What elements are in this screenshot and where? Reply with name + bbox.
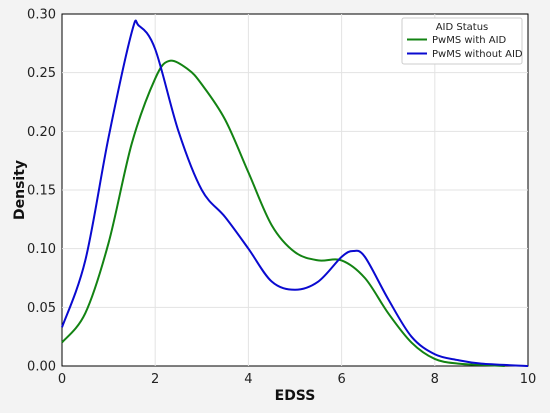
y-axis-label: Density — [12, 160, 28, 220]
y-tick-label: 0.15 — [27, 184, 56, 199]
series-lines — [61, 19, 529, 367]
x-tick-label: 10 — [520, 372, 537, 387]
x-tick-label: 8 — [431, 372, 439, 387]
y-tick-label: 0.30 — [27, 8, 56, 23]
x-tick-label: 2 — [151, 372, 159, 387]
x-axis-label: EDSS — [275, 388, 316, 404]
x-tick-label: 0 — [58, 372, 66, 387]
legend-entry-1: PwMS with AID — [432, 35, 507, 46]
legend: AID Status PwMS with AID PwMS without AID — [401, 17, 523, 65]
series-line-2 — [61, 19, 529, 367]
legend-box — [401, 17, 523, 65]
y-tick-label: 0.10 — [27, 242, 56, 257]
grid-lines — [62, 14, 528, 366]
x-tick-label: 4 — [244, 372, 252, 387]
tick-labels: 0 2 4 6 8 10 0.00 0.05 0.10 0.15 0.20 0.25 0.30 — [27, 8, 536, 388]
x-tick-label: 6 — [337, 372, 345, 387]
y-tick-label: 0.00 — [27, 360, 56, 375]
y-tick-label: 0.20 — [27, 125, 56, 140]
legend-entry-2: PwMS without AID — [432, 49, 523, 60]
y-tick-label: 0.05 — [27, 301, 56, 316]
series-line-1 — [61, 59, 505, 367]
y-tick-label: 0.25 — [27, 66, 56, 81]
legend-title: AID Status — [436, 22, 489, 33]
